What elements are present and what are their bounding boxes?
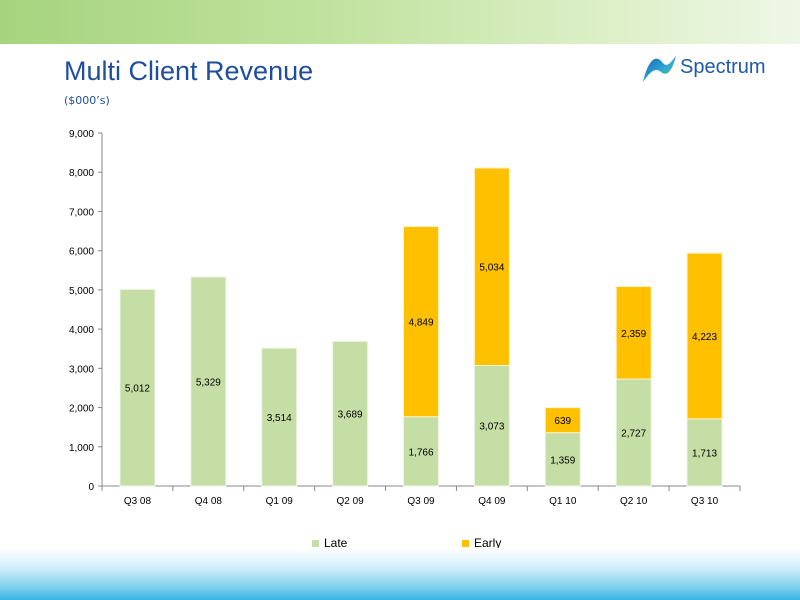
bar-early <box>615 286 652 380</box>
y-tick-label: 4,000 <box>69 325 94 336</box>
data-label-early: 4,223 <box>692 332 717 343</box>
y-tick-label: 3,000 <box>69 364 94 375</box>
y-tick-label: 9,000 <box>69 129 94 140</box>
bar-late <box>190 276 227 487</box>
legend-label-early: Early <box>474 536 502 550</box>
data-label-late: 5,329 <box>196 377 221 388</box>
x-tick-label: Q4 09 <box>478 496 506 507</box>
x-tick-label: Q2 09 <box>336 496 364 507</box>
y-tick-label: 2,000 <box>69 404 94 415</box>
bar-late <box>544 432 581 487</box>
y-tick-label: 6,000 <box>69 247 94 258</box>
bottom-banner <box>0 548 800 600</box>
data-label-late: 1,359 <box>550 455 575 466</box>
x-tick-label: Q2 10 <box>620 496 648 507</box>
page-title: Multi Client Revenue <box>64 56 314 86</box>
legend-swatch-early <box>462 540 469 548</box>
bar-late <box>119 288 156 487</box>
data-label-late: 3,514 <box>267 413 292 424</box>
legend-swatch-late <box>312 540 319 548</box>
data-label-late: 1,766 <box>408 447 433 458</box>
bar-late <box>615 378 652 487</box>
logo-text: Spectrum <box>680 56 766 78</box>
legend-item-early: Early <box>462 536 501 550</box>
data-label-early: 5,034 <box>479 263 504 274</box>
bar-late <box>261 347 298 487</box>
legend-item-late: Late <box>312 536 347 550</box>
data-label-early: 4,849 <box>408 318 433 329</box>
x-tick-label: Q3 10 <box>691 496 719 507</box>
bar-late <box>332 340 369 487</box>
data-label-early: 639 <box>554 416 571 427</box>
bar-early <box>686 252 723 420</box>
y-tick-label: 1,000 <box>69 443 94 454</box>
x-tick-label: Q4 08 <box>195 496 223 507</box>
page-subtitle: ($000’s) <box>64 94 110 107</box>
data-label-late: 1,713 <box>692 448 717 459</box>
y-tick-label: 0 <box>88 482 94 493</box>
x-tick-label: Q3 09 <box>407 496 435 507</box>
bar-early <box>544 407 581 434</box>
bar-early <box>473 167 510 366</box>
y-tick-label: 8,000 <box>69 168 94 179</box>
top-banner <box>0 0 800 44</box>
y-tick-label: 5,000 <box>69 286 94 297</box>
data-label-late: 2,727 <box>621 429 646 440</box>
data-label-early: 2,359 <box>621 329 646 340</box>
data-label-late: 3,073 <box>479 422 504 433</box>
x-tick-label: Q3 08 <box>124 496 152 507</box>
y-tick-label: 7,000 <box>69 207 94 218</box>
spectrum-wave-icon <box>643 56 676 82</box>
data-label-late: 5,012 <box>125 384 150 395</box>
data-label-late: 3,689 <box>338 410 363 421</box>
x-tick-label: Q1 10 <box>549 496 577 507</box>
spectrum-logo: Spectrum <box>640 52 790 88</box>
x-tick-label: Q1 09 <box>266 496 294 507</box>
bar-late <box>403 416 439 487</box>
bar-late <box>473 364 510 487</box>
legend-label-late: Late <box>324 536 348 550</box>
bar-early <box>403 226 439 418</box>
bar-late <box>686 418 723 487</box>
